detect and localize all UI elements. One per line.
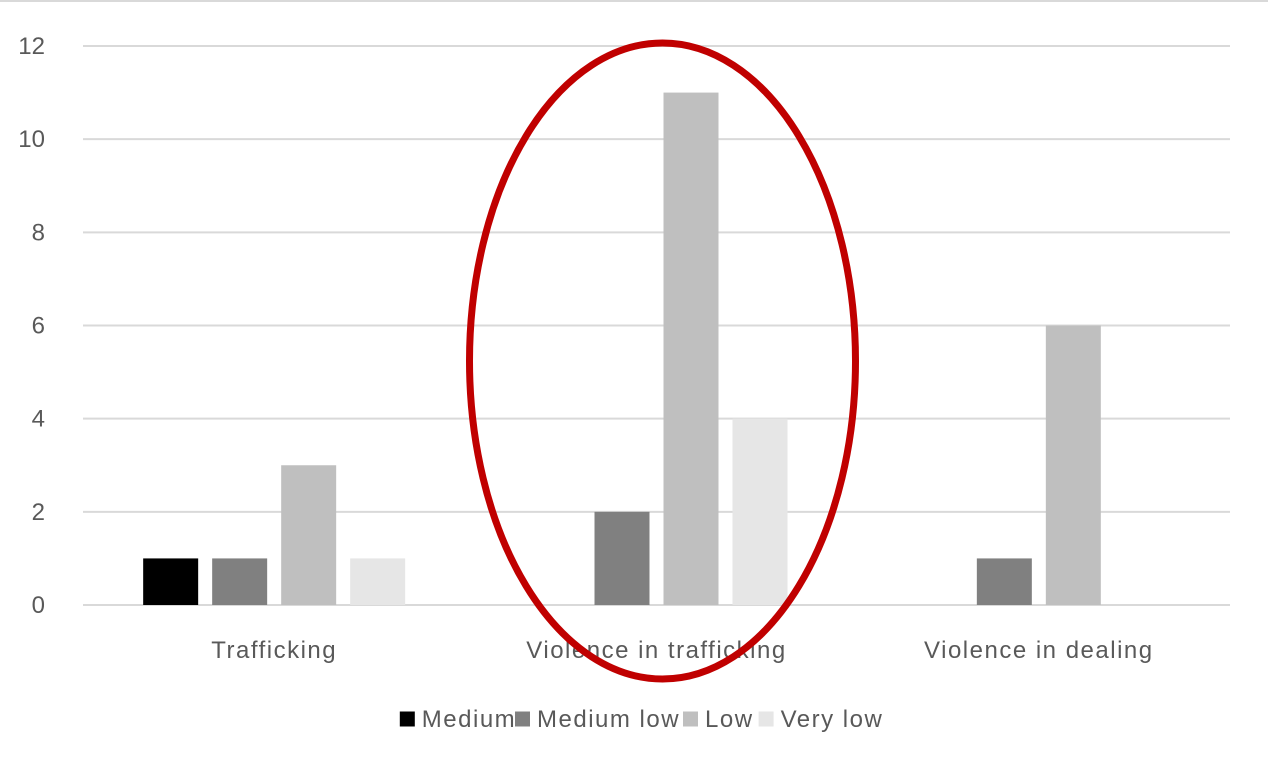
legend-label: Very low (781, 706, 884, 733)
legend-label: Low (705, 706, 754, 733)
bar-medium (143, 558, 199, 605)
bar-very-low (350, 558, 406, 605)
y-tick-label: 10 (18, 126, 45, 153)
bar-low (281, 465, 337, 605)
legend-swatch (683, 711, 698, 727)
y-tick-label: 2 (32, 499, 45, 526)
y-tick-label: 4 (32, 406, 45, 433)
legend-label: Medium (422, 706, 516, 733)
highlight-ellipse (466, 39, 859, 683)
y-tick-label: 12 (18, 33, 45, 60)
x-category-label: Violence in dealing (924, 637, 1154, 664)
y-tick-label: 0 (32, 592, 45, 619)
bars (143, 92, 1101, 606)
bar-medium-low (976, 558, 1032, 605)
y-axis-tick-labels: 0 2 4 6 8 10 12 (18, 33, 45, 619)
y-tick-label: 8 (32, 219, 45, 246)
x-category-label: Trafficking (211, 637, 337, 664)
legend-label: Medium low (537, 706, 680, 733)
highlight-annotation (466, 39, 859, 683)
legend-swatch (515, 711, 530, 727)
y-tick-label: 6 (32, 313, 45, 340)
bar-low (663, 92, 719, 606)
legend-swatch (758, 711, 774, 727)
bar-medium-low (212, 558, 268, 605)
legend-swatch (399, 711, 415, 727)
x-axis-category-labels: Trafficking Violence in trafficking Violen… (211, 637, 1154, 664)
legend: Medium Medium low Low Very low (399, 706, 884, 733)
bar-low (1045, 325, 1101, 605)
bar-medium-low (594, 511, 650, 605)
bar-very-low (732, 418, 788, 605)
gridlines (83, 45, 1230, 606)
